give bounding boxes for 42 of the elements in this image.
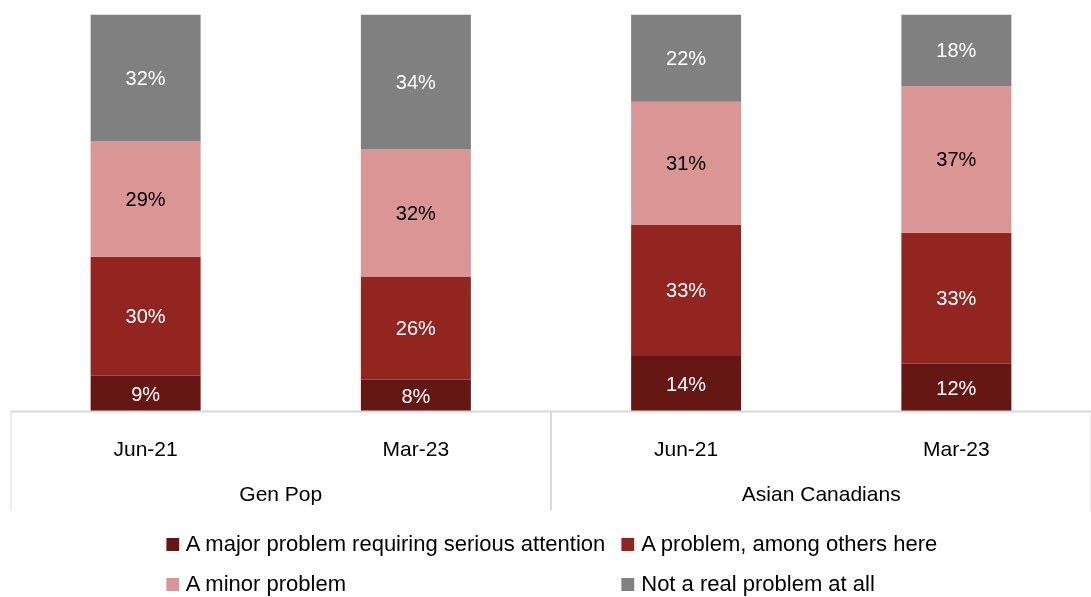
bar (90, 141, 201, 257)
data-label: 26% (395, 317, 437, 340)
bar (901, 14, 1012, 86)
data-label: 32% (395, 202, 437, 224)
bar (901, 232, 1012, 364)
data-label: 31% (666, 152, 707, 175)
data-label: 9% (131, 382, 161, 405)
x-tick-label: Mar-23 (382, 436, 450, 460)
data-label: 32% (125, 67, 166, 90)
x-tick-label: Jun-21 (113, 436, 178, 460)
data-label: 8% (401, 384, 431, 407)
text: Gen Pop (239, 482, 323, 505)
bar (901, 85, 1012, 233)
data-label: 33% (936, 287, 977, 310)
bar (631, 224, 742, 356)
data-label: 18% (936, 39, 977, 62)
bar (901, 363, 1012, 412)
legend-label: A minor problem (185, 571, 346, 597)
data-label: 33% (666, 279, 707, 302)
bar (360, 14, 471, 150)
bar (360, 379, 471, 412)
legend-label: Not a real problem at all (641, 571, 875, 597)
bar (90, 256, 201, 376)
data-label: 34% (395, 70, 437, 93)
data-label: 14% (666, 372, 707, 395)
data-label: 30% (125, 305, 166, 328)
bar (90, 375, 201, 412)
legend-label: A problem, among others here (641, 531, 938, 557)
data-label: 37% (936, 148, 977, 171)
data-label: 12% (936, 376, 977, 399)
legend-label: A major problem requiring serious attention (185, 531, 606, 557)
data-label: 22% (666, 47, 707, 70)
bar (631, 101, 742, 225)
x-tick-label: Jun-21 (654, 436, 719, 460)
bar (360, 149, 471, 277)
bar (631, 355, 742, 412)
data-label: 29% (125, 188, 166, 211)
bar (360, 276, 471, 380)
bar (631, 14, 742, 102)
text: Asian Canadians (741, 482, 901, 505)
bar (90, 14, 201, 142)
x-tick-label: Mar-23 (923, 436, 990, 460)
